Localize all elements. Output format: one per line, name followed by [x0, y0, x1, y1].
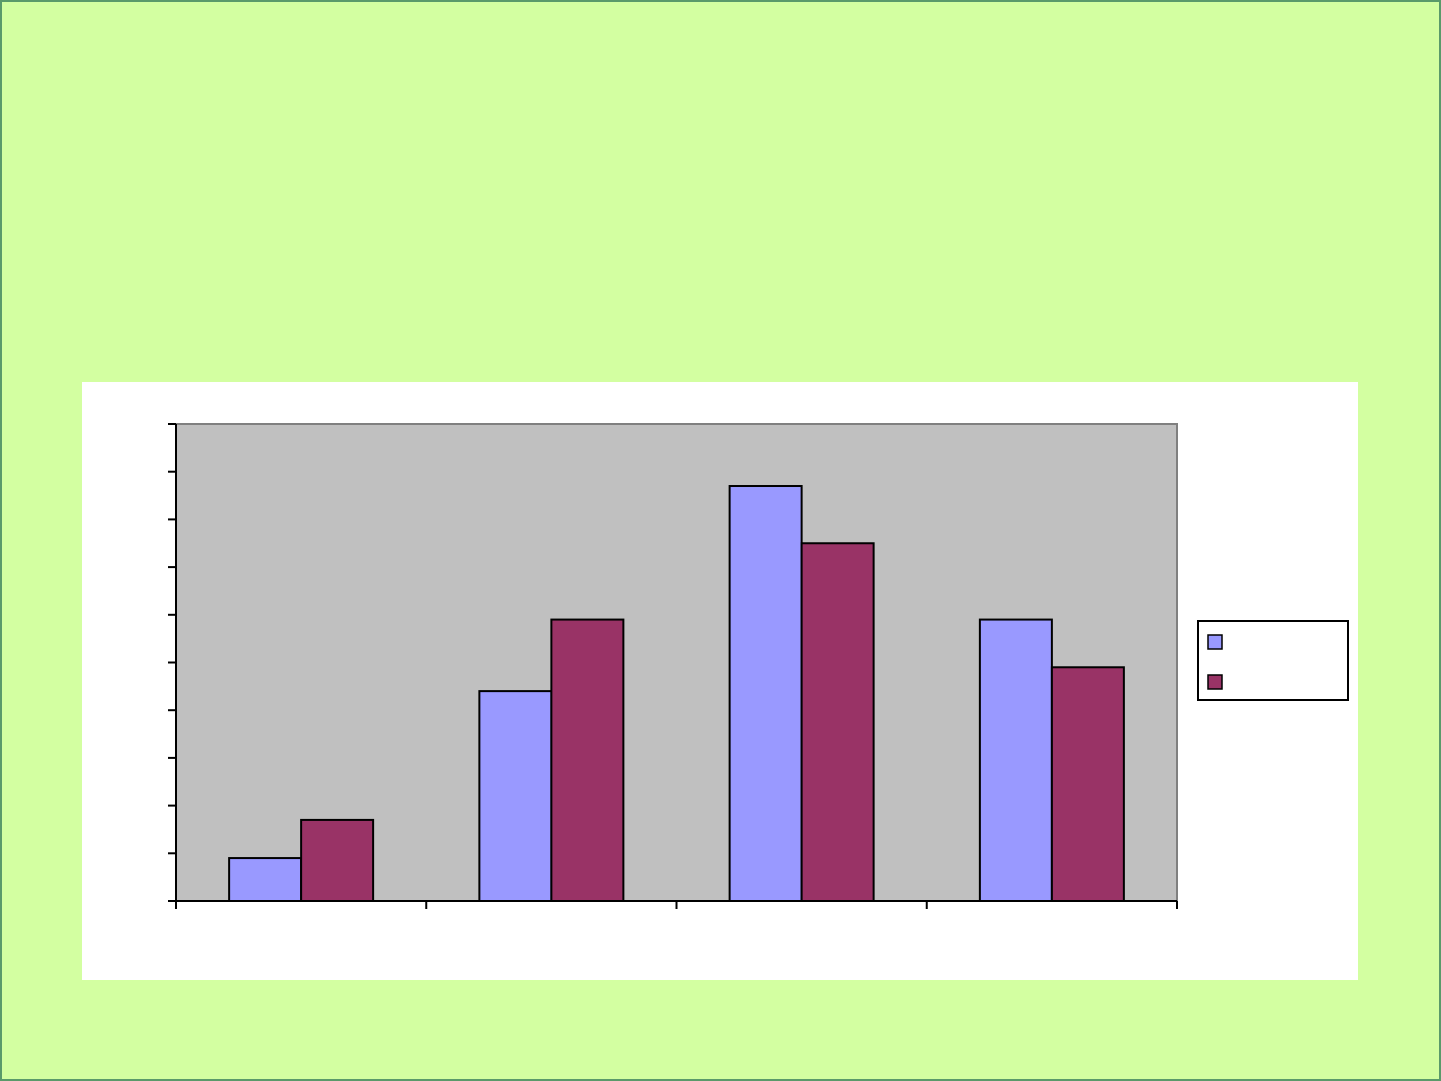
- bar: [978, 618, 1053, 902]
- bar: [478, 690, 553, 902]
- bar: [728, 485, 803, 902]
- legend-swatch: [1207, 674, 1223, 690]
- bar: [300, 818, 375, 902]
- legend: [1197, 620, 1349, 701]
- bar: [228, 857, 303, 903]
- bar: [1050, 666, 1125, 903]
- bar: [550, 618, 625, 902]
- legend-swatch: [1207, 634, 1223, 650]
- bar: [800, 542, 875, 902]
